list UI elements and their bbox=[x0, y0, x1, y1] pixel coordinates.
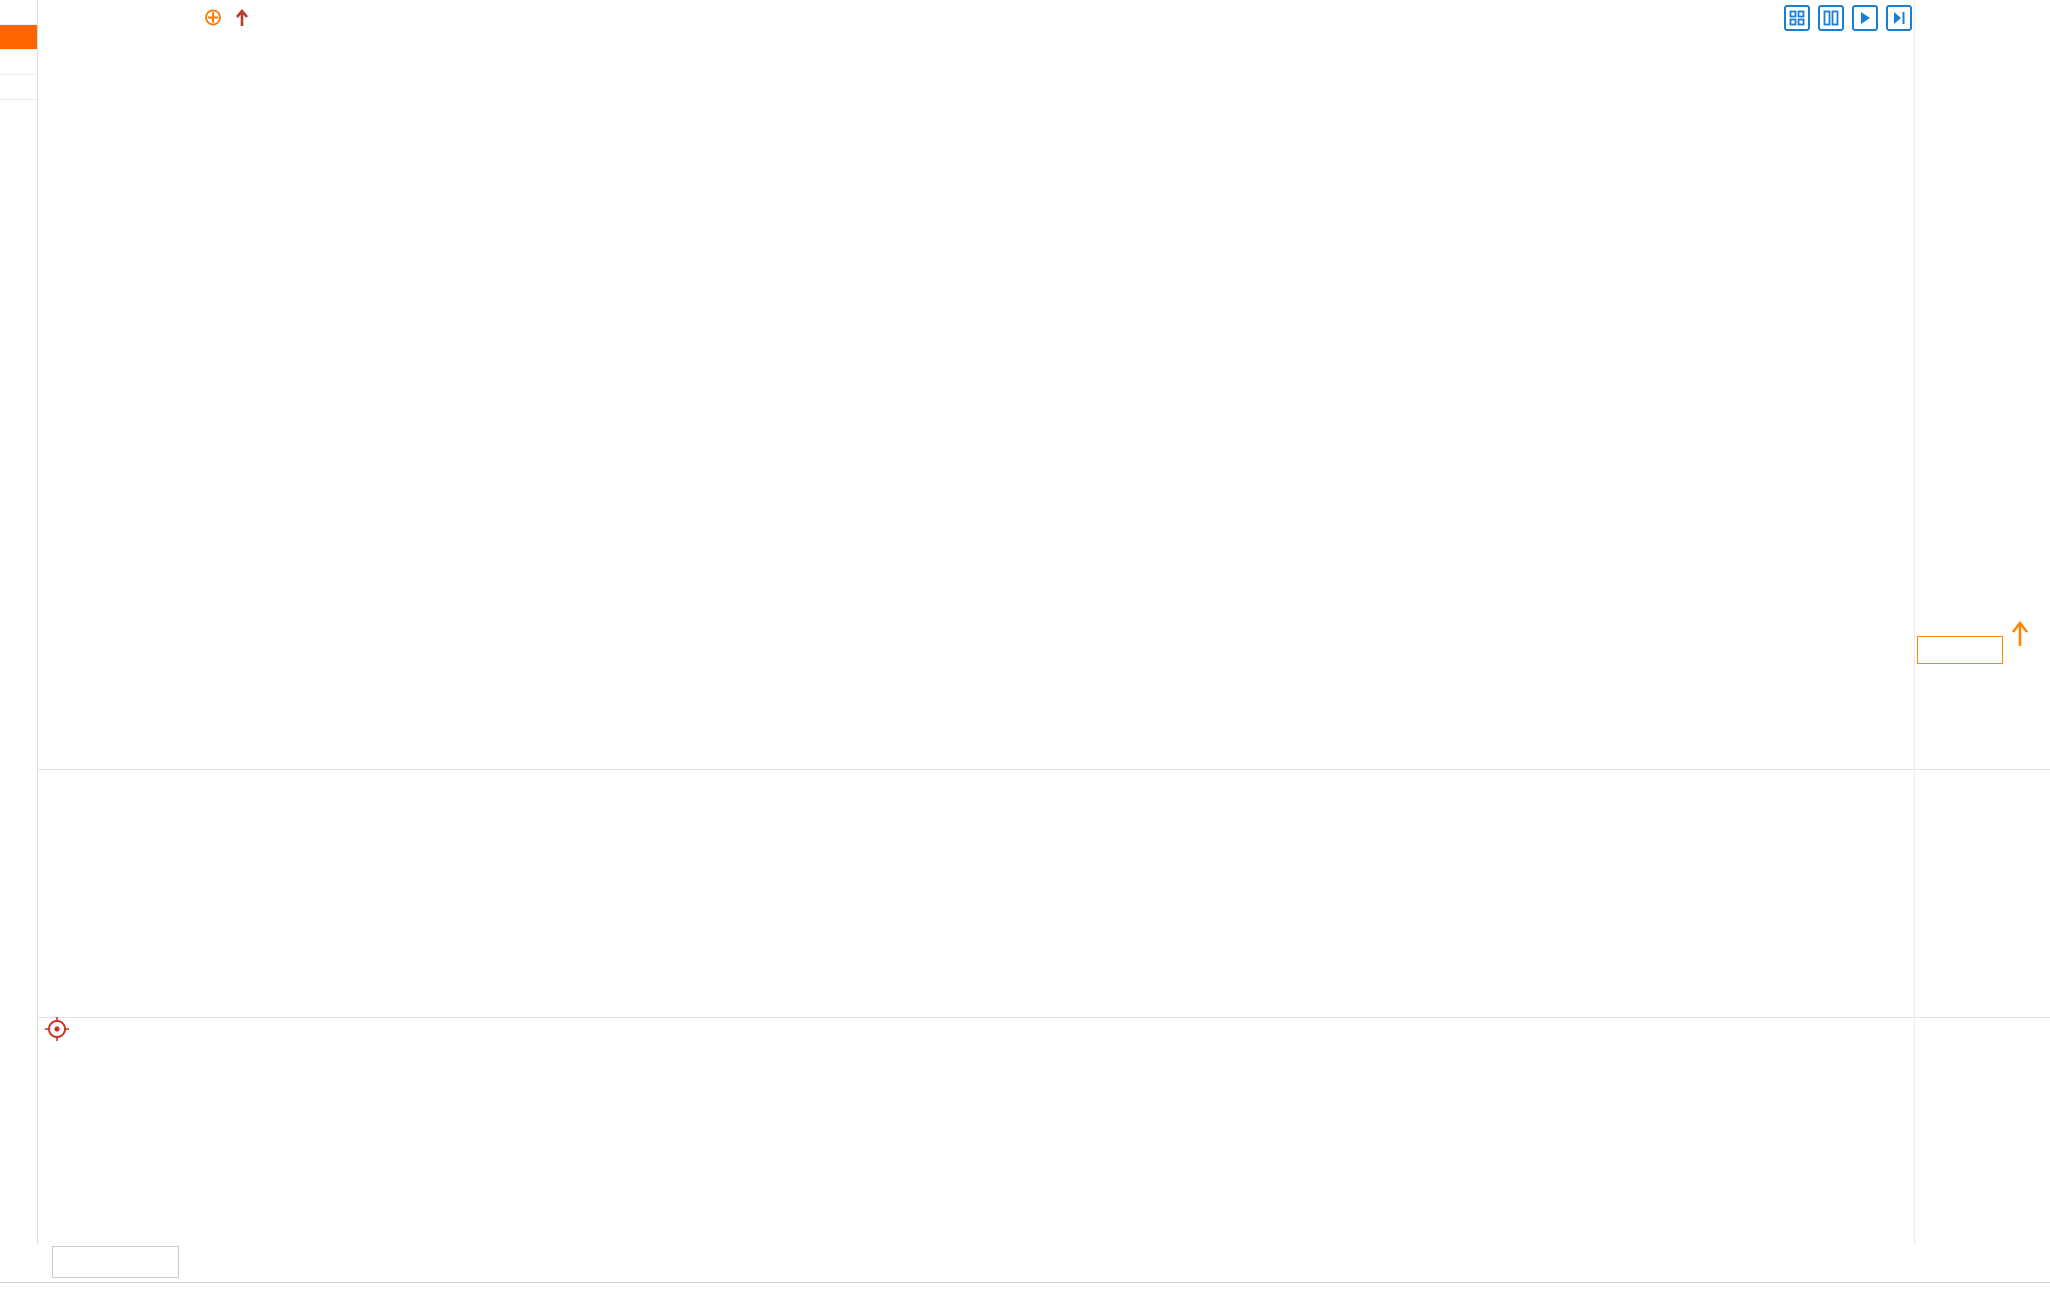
sidebar-tab-kline-chart[interactable] bbox=[0, 25, 37, 50]
last-price-tag bbox=[1917, 636, 2003, 664]
layout-buttons bbox=[1784, 5, 1912, 31]
bottom-toolbar bbox=[0, 1282, 2050, 1314]
sidebar-tab-contract-info[interactable] bbox=[0, 75, 37, 100]
sidebar-tab-flash-chart[interactable] bbox=[0, 50, 37, 75]
timeframe-dropdown[interactable] bbox=[52, 1246, 179, 1278]
layout-quad-icon[interactable] bbox=[1784, 5, 1810, 31]
layout-split-icon[interactable] bbox=[1818, 5, 1844, 31]
chart-header: ⊕ bbox=[183, 6, 261, 30]
layout-play-icon[interactable] bbox=[1852, 5, 1878, 31]
panel-separator bbox=[0, 1017, 2050, 1018]
sidebar-tab-time-chart[interactable] bbox=[0, 0, 37, 25]
axis-separator bbox=[1914, 0, 1915, 1244]
sidebar bbox=[0, 0, 38, 1244]
xaxis-row bbox=[0, 1244, 2050, 1282]
trend-arrow-icon bbox=[233, 7, 251, 29]
panel-separator bbox=[0, 769, 2050, 770]
indicator-target-icon[interactable] bbox=[44, 1016, 70, 1042]
layout-next-icon[interactable] bbox=[1886, 5, 1912, 31]
latest-price-arrow-icon[interactable] bbox=[2008, 618, 2032, 655]
add-indicator-icon[interactable]: ⊕ bbox=[203, 4, 224, 31]
